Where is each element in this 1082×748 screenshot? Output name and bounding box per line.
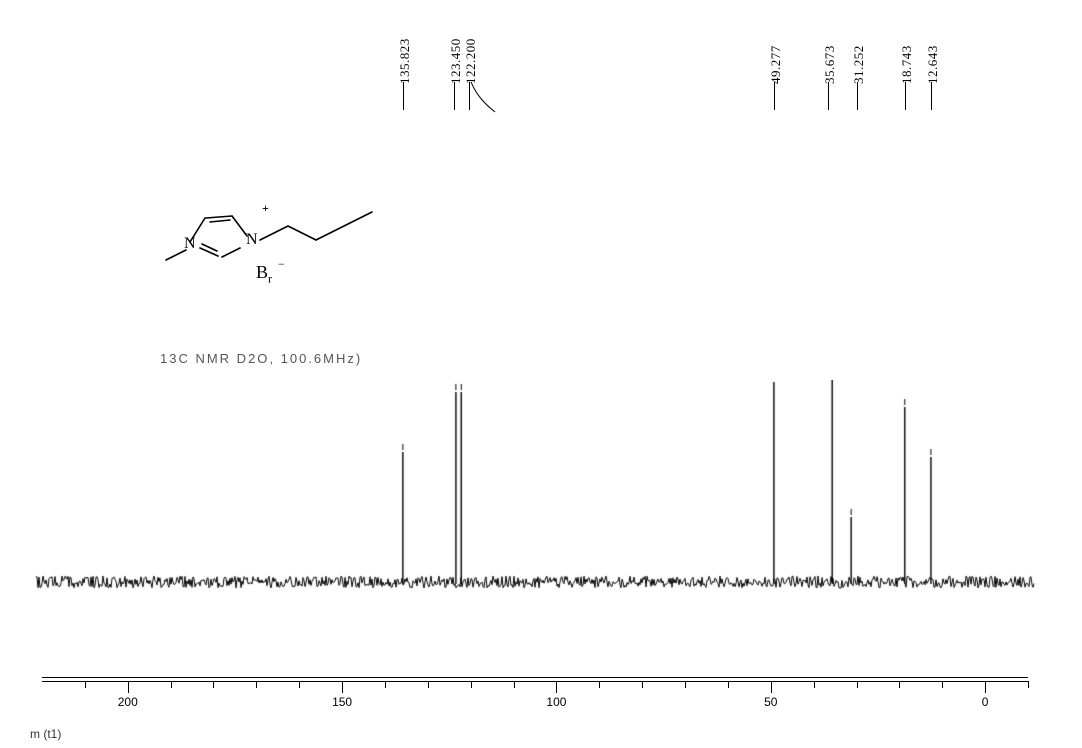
peak-tick (828, 82, 829, 110)
spectrum-title: 13C NMR D2O, 100.6MHz) (160, 351, 362, 366)
axis-minor-tick (471, 681, 472, 688)
peak-tick (857, 82, 858, 110)
nmr-figure: 135.823 123.450122.200 49.277 35.673 31.252 1… (0, 0, 1082, 748)
peak-label: 49.277 (768, 36, 784, 84)
peak-tick (774, 82, 775, 110)
molecule-structure (160, 190, 420, 310)
axis-major-tick (771, 681, 772, 693)
molecule-plus: + (262, 201, 269, 216)
axis-major-tick (985, 681, 986, 693)
molecule-br-r: r (268, 272, 272, 286)
axis-minor-tick (428, 681, 429, 688)
axis-minor-tick (1028, 681, 1029, 688)
molecule-n-right: N (246, 231, 258, 249)
axis-tick-label: 50 (764, 695, 777, 709)
axis-title: m (t1) (30, 727, 61, 741)
peak-tick-curve (465, 82, 525, 122)
peak-tick (454, 82, 455, 110)
molecule-minus: − (278, 257, 285, 272)
axis-minor-tick (599, 681, 600, 688)
axis-minor-tick (385, 681, 386, 688)
peak-label: 122.200 (463, 36, 479, 84)
molecule-br-b: B (256, 262, 268, 282)
molecule-n-left: N (184, 235, 196, 253)
axis-minor-tick (899, 681, 900, 688)
peak-label: 35.673 (822, 36, 838, 84)
peak-label: 12.643 (925, 36, 941, 84)
axis-minor-tick (171, 681, 172, 688)
peak-label: 123.450 (448, 36, 464, 84)
axis-minor-tick (857, 681, 858, 688)
axis-minor-tick (685, 681, 686, 688)
axis-tick-label: 150 (332, 695, 352, 709)
peak-tick (403, 82, 404, 110)
axis-minor-tick (213, 681, 214, 688)
peak-tick (931, 82, 932, 110)
axis-line-bot (42, 681, 1028, 682)
axis-minor-tick (514, 681, 515, 688)
axis-tick-label: 100 (546, 695, 566, 709)
axis-minor-tick (85, 681, 86, 688)
molecule-br: Br (256, 262, 272, 287)
axis-minor-tick (942, 681, 943, 688)
axis-minor-tick (814, 681, 815, 688)
spectrum-plot (0, 380, 1082, 640)
axis-major-tick (556, 681, 557, 693)
axis-tick-label: 200 (118, 695, 138, 709)
peak-label: 31.252 (851, 36, 867, 84)
axis-major-tick (342, 681, 343, 693)
axis-minor-tick (299, 681, 300, 688)
peak-tick (905, 82, 906, 110)
axis-line-top (42, 677, 1028, 678)
axis-minor-tick (642, 681, 643, 688)
peak-label: 18.743 (899, 36, 915, 84)
axis-minor-tick (728, 681, 729, 688)
axis-minor-tick (256, 681, 257, 688)
axis-tick-label: 0 (982, 695, 989, 709)
axis-major-tick (128, 681, 129, 693)
peak-label: 135.823 (397, 36, 413, 84)
